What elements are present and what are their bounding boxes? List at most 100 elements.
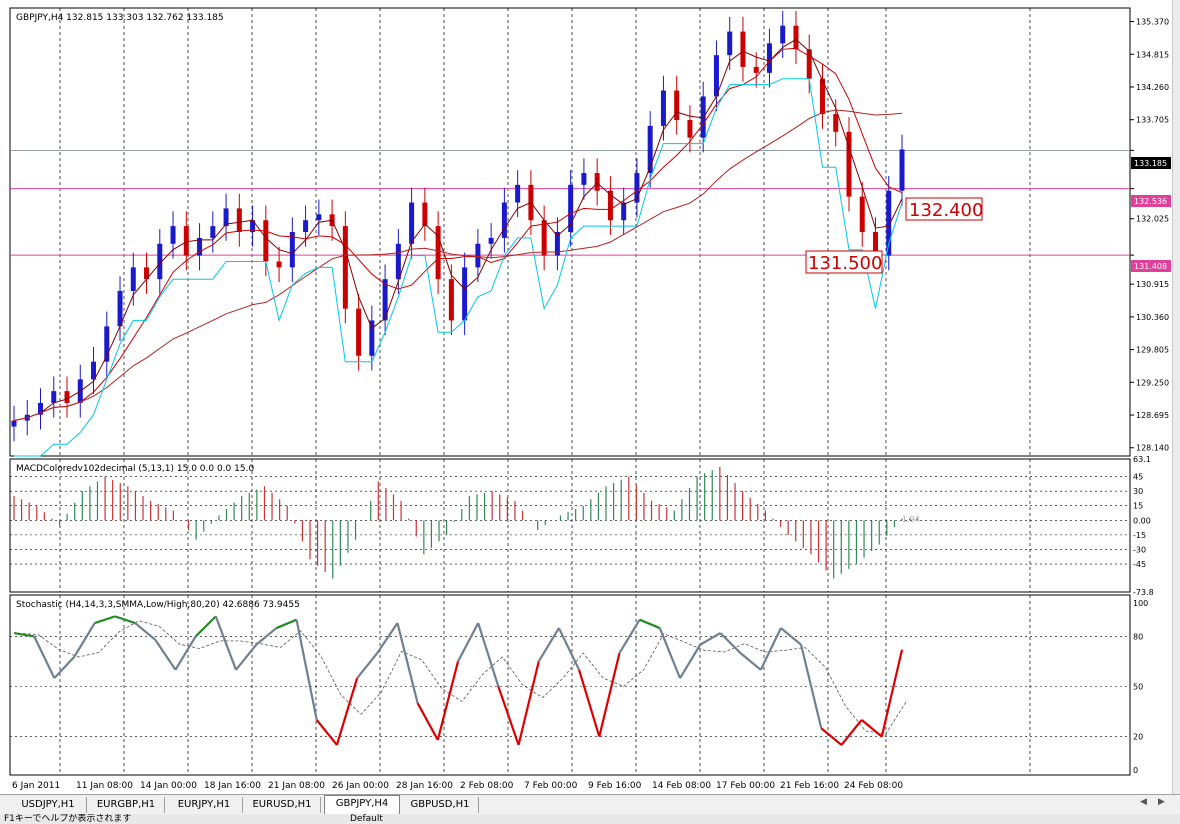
stoch-segment: [557, 627, 581, 671]
chart-tab-bar: USDJPY,H1 EURGBP,H1 EURJPY,H1 EURUSD,H1 …: [0, 794, 1180, 815]
macd-tick-label: 45: [1133, 473, 1143, 482]
ma-mid: [13, 47, 903, 422]
candle-body: [554, 232, 560, 256]
tab-usdjpy-h1[interactable]: USDJPY,H1: [10, 797, 87, 813]
candle-body: [515, 184, 521, 203]
stoch-panel-frame: [9, 594, 1131, 776]
time-label: 11 Jan 08:00: [76, 781, 133, 791]
stoch-segment: [295, 619, 318, 721]
ma-fast: [13, 38, 903, 422]
stoch-segment: [356, 652, 379, 679]
candle-body: [899, 149, 905, 191]
stoch-segment: [840, 719, 863, 746]
stoch-segment: [134, 622, 156, 641]
stoch-segment: [639, 618, 661, 630]
macd-tick-label: 0.00: [1133, 516, 1151, 525]
stoch-segment: [154, 639, 177, 671]
candle-body: [462, 267, 468, 321]
price-tick-label: 129.250: [1136, 378, 1169, 387]
candle-body: [51, 391, 57, 403]
stoch-segment: [780, 627, 802, 646]
candle-body: [753, 66, 759, 73]
candle-body: [687, 120, 693, 138]
candle-body: [303, 220, 309, 232]
status-bar: F1キーでヘルプが表示されます Default: [0, 814, 1180, 824]
tab-scroll-right-icon[interactable]: ▶: [1158, 797, 1165, 807]
stoch-segment: [860, 719, 883, 738]
tab-eurjpy-h1[interactable]: EURJPY,H1: [166, 797, 243, 813]
candle-body: [38, 402, 44, 415]
macd-tick-label: 63.1: [1133, 455, 1151, 464]
candle-body: [435, 226, 441, 280]
label-lower-box[interactable]: [805, 250, 883, 274]
time-label: 24 Feb 08:00: [844, 781, 903, 791]
price-tick-label: 135.370: [1136, 18, 1169, 27]
stoch-segment: [497, 686, 520, 746]
current-price-tag: [1131, 157, 1171, 169]
stoch-segment: [517, 661, 540, 746]
stoch-segment: [598, 652, 621, 737]
candle-body: [713, 55, 719, 97]
candle-body: [117, 290, 123, 327]
tab-gbpusd-h1[interactable]: GBPUSD,H1: [402, 797, 479, 813]
candle-body: [342, 226, 348, 309]
stoch-segment: [658, 627, 682, 679]
price-tick-label: 128.695: [1136, 411, 1169, 420]
candle-body: [541, 220, 547, 256]
candle-body: [130, 267, 136, 291]
candle-body: [475, 243, 481, 268]
stoch-segment: [194, 615, 217, 638]
time-label: 17 Feb 00:00: [716, 781, 775, 791]
macd-title: MACDColoredv102decimal (5,13,1) 15.0 0.0…: [16, 464, 254, 474]
status-help-text: F1キーでヘルプが表示されます: [4, 814, 132, 824]
hline-lower-value: 131.408: [1134, 262, 1167, 271]
price-tick-label: 128.140: [1136, 444, 1169, 453]
candle-body: [91, 361, 97, 380]
candle-body: [886, 190, 892, 256]
tab-eurgbp-h1[interactable]: EURGBP,H1: [88, 797, 165, 813]
candle-body: [501, 202, 507, 238]
stoch-segment: [699, 632, 721, 646]
axis-labels: 6 Jan 2011 11 Jan 08:00 14 Jan 00:00 18 Jan…: [12, 18, 1169, 791]
stoch-segment: [477, 622, 500, 687]
stoch-tick-label: 100: [1133, 599, 1148, 608]
vertical-scrollbar[interactable]: [1172, 0, 1180, 794]
stoch-segment: [376, 622, 399, 654]
stoch-segment: [537, 627, 560, 663]
macd-tick-label: 30: [1133, 487, 1143, 496]
candle-body: [11, 420, 17, 427]
stoch-segment: [820, 727, 843, 746]
candle-body: [647, 125, 653, 174]
stoch-segment: [759, 627, 782, 671]
candle-body: [806, 49, 812, 79]
candle-body: [356, 308, 362, 356]
stoch-segment: [335, 677, 359, 746]
candle-body: [448, 279, 454, 321]
stoch-segment: [94, 615, 116, 625]
price-tick-label: 132.025: [1136, 215, 1169, 224]
tab-gbpjpy-h4[interactable]: GBPJPY,H4: [324, 795, 400, 815]
time-label: 2 Feb 08:00: [460, 781, 514, 791]
stoch-signal: [17, 620, 907, 735]
label-upper-box[interactable]: [905, 197, 983, 221]
tab-scroll-left-icon[interactable]: ◀: [1140, 797, 1147, 807]
stoch-segment: [396, 622, 419, 704]
chart-canvas[interactable]: 6 Jan 2011 11 Jan 08:00 14 Jan 00:00 18 Jan…: [0, 0, 1172, 794]
stoch-segment: [255, 627, 278, 646]
candle-body: [369, 320, 375, 356]
candle-body: [197, 237, 203, 256]
candle-body: [144, 267, 150, 280]
candle-body: [727, 31, 733, 56]
macd-panel-frame: [9, 458, 1131, 593]
tab-eurusd-h1[interactable]: EURUSD,H1: [244, 797, 321, 813]
horizontal-gridlines: [10, 149, 1130, 737]
ma-slow: [13, 109, 903, 422]
trailing-stop: [14, 78, 903, 457]
stoch-segment: [679, 644, 702, 679]
stoch-segment: [275, 618, 297, 630]
price-tick-label: 134.260: [1136, 83, 1169, 92]
candle-body: [409, 202, 415, 244]
macd-tick-label: -73.8: [1133, 588, 1154, 597]
stoch-segment: [457, 622, 480, 662]
